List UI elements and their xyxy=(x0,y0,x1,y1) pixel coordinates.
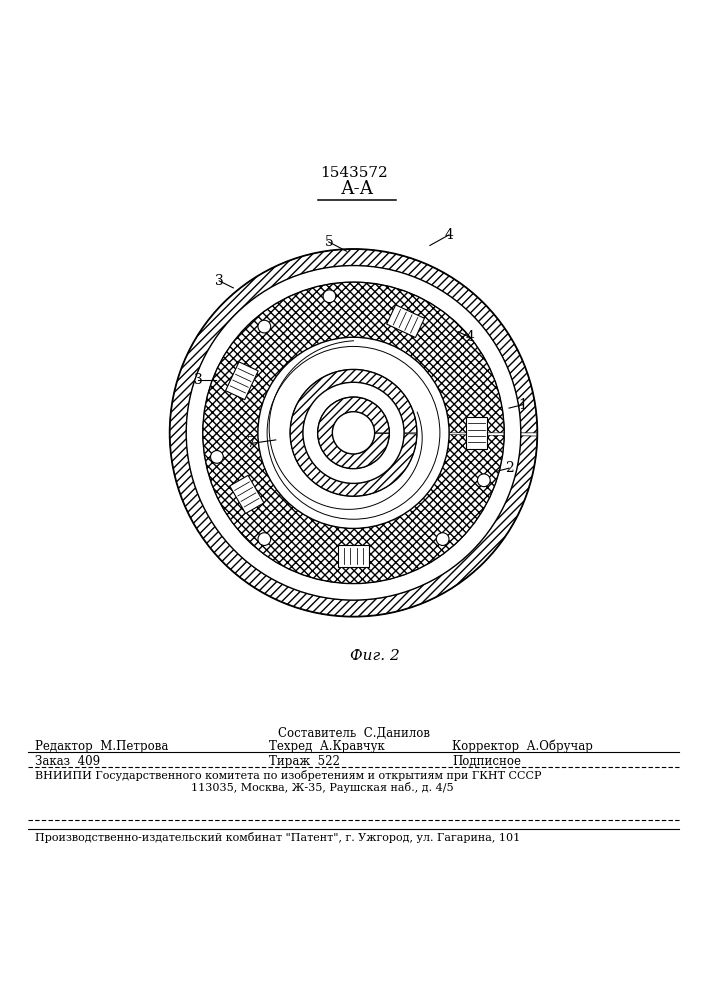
Polygon shape xyxy=(226,362,258,400)
Text: 7: 7 xyxy=(247,436,255,450)
Circle shape xyxy=(477,474,490,487)
Circle shape xyxy=(303,382,404,483)
Text: 3: 3 xyxy=(215,274,223,288)
Text: Подписное: Подписное xyxy=(452,755,522,768)
Text: Корректор  А.Обручар: Корректор А.Обручар xyxy=(452,739,593,753)
Text: Заказ  409: Заказ 409 xyxy=(35,755,100,768)
Text: Составитель  С.Данилов: Составитель С.Данилов xyxy=(278,727,429,740)
Circle shape xyxy=(436,533,449,545)
Polygon shape xyxy=(230,475,264,513)
Polygon shape xyxy=(317,397,390,469)
Circle shape xyxy=(186,266,521,600)
Polygon shape xyxy=(290,369,417,496)
Circle shape xyxy=(258,320,271,333)
Text: 1: 1 xyxy=(519,398,527,412)
Text: 1543572: 1543572 xyxy=(320,166,387,180)
Polygon shape xyxy=(466,417,487,449)
Text: Фиг. 2: Фиг. 2 xyxy=(350,649,399,663)
Circle shape xyxy=(323,290,336,303)
Circle shape xyxy=(332,412,375,454)
Text: Тираж  522: Тираж 522 xyxy=(269,755,339,768)
Text: Редактор  М.Петрова: Редактор М.Петрова xyxy=(35,740,169,753)
Text: ВНИИПИ Государственного комитета по изобретениям и открытиям при ГКНТ СССР: ВНИИПИ Государственного комитета по изоб… xyxy=(35,770,542,781)
Circle shape xyxy=(258,337,449,528)
Text: 4: 4 xyxy=(466,330,474,344)
Text: 4: 4 xyxy=(445,228,453,242)
Text: 2: 2 xyxy=(505,461,513,475)
Polygon shape xyxy=(170,249,537,617)
Polygon shape xyxy=(203,282,504,584)
Text: А-А: А-А xyxy=(340,180,374,198)
Polygon shape xyxy=(387,305,424,338)
Circle shape xyxy=(211,451,223,463)
Circle shape xyxy=(258,533,271,545)
Text: 3: 3 xyxy=(194,373,202,387)
Polygon shape xyxy=(338,545,369,567)
Text: 113035, Москва, Ж-35, Раушская наб., д. 4/5: 113035, Москва, Ж-35, Раушская наб., д. … xyxy=(191,782,453,793)
Text: 5: 5 xyxy=(325,235,333,249)
Text: Производственно-издательский комбинат "Патент", г. Ужгород, ул. Гагарина, 101: Производственно-издательский комбинат "П… xyxy=(35,832,520,843)
Text: Техред  А.Кравчук: Техред А.Кравчук xyxy=(269,740,385,753)
